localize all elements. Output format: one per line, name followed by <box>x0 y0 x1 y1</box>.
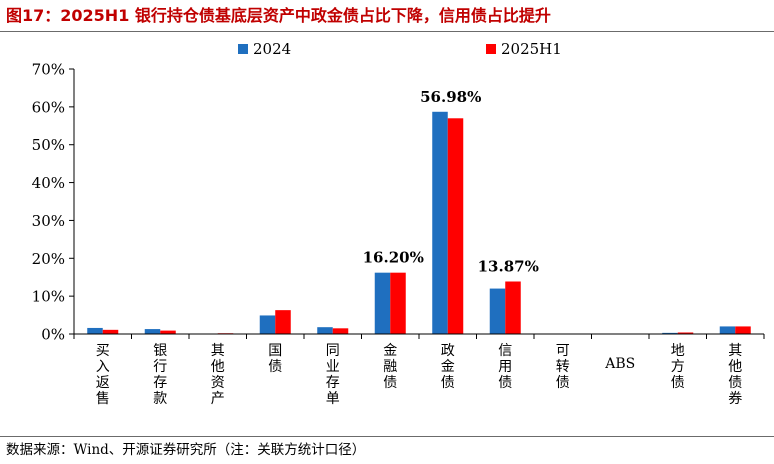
y-tick-label: 50% <box>32 136 65 154</box>
legend-swatch <box>486 44 496 54</box>
bar-2025h1 <box>102 329 119 334</box>
x-tick-label: ABS <box>604 356 635 372</box>
bar-2025h1 <box>677 332 694 334</box>
bar-2024 <box>374 272 391 334</box>
bar-2024 <box>144 329 161 334</box>
bar-2025h1 <box>735 326 751 334</box>
figure-title: 图17：2025H1 银行持仓债基底层资产中政金债占比下降，信用债占比提升 <box>6 6 551 25</box>
x-tick-label: 银行存款 <box>153 343 167 407</box>
bar-2024 <box>662 332 678 334</box>
legend: 2024 2025H1 <box>238 40 562 58</box>
y-tick-label: 60% <box>32 98 65 116</box>
source-note: 数据来源：Wind、开源证券研究所（注：关联方统计口径） <box>6 442 366 458</box>
x-tick-label: 买入返售 <box>96 343 110 407</box>
bar-2024 <box>259 315 276 334</box>
y-tick-label: 40% <box>32 174 65 192</box>
x-tick-label: 其他债券 <box>728 343 742 407</box>
x-tick-label: 政金债 <box>441 343 455 391</box>
y-tick-label: 0% <box>41 326 65 344</box>
bar-2025h1 <box>505 281 521 334</box>
x-tick-label: 其他资产 <box>211 343 225 407</box>
x-tick-label: 国债 <box>268 343 282 375</box>
bars <box>87 111 751 335</box>
data-label: 13.87% <box>478 257 539 275</box>
x-tick-label: 信用债 <box>498 343 512 391</box>
data-label: 56.98% <box>420 88 481 106</box>
legend-label: 2024 <box>253 40 291 58</box>
y-tick-label: 10% <box>32 288 65 306</box>
bar-2025h1 <box>447 118 464 334</box>
title-rule <box>0 31 774 32</box>
bar-2024 <box>432 111 448 335</box>
annotations: 16.20% 56.98% 13.87% <box>363 88 539 276</box>
y-axis: 0% 10% 20% 30% 40% 50% 60% 70% <box>32 61 75 344</box>
x-axis: 买入返售 银行存款 其他资产 国债 同业存单 金融债 政金债 信用债 可转债 ABS 地方债 其他债券 <box>73 333 765 407</box>
bar-2025h1 <box>390 272 406 334</box>
bar-2024 <box>317 327 333 334</box>
x-tick-label: 同业存单 <box>326 343 340 407</box>
x-tick-label: 可转债 <box>556 343 570 391</box>
x-tick-label: 金融债 <box>383 343 397 391</box>
bar-2025h1 <box>160 330 176 334</box>
legend-swatch <box>238 44 248 54</box>
source-rule <box>0 436 774 437</box>
x-tick-label: 地方债 <box>671 343 685 391</box>
y-tick-label: 20% <box>32 250 65 268</box>
legend-label: 2025H1 <box>501 40 562 58</box>
bar-2024 <box>719 326 736 334</box>
bar-2025h1 <box>275 310 291 334</box>
bar-2024 <box>489 288 506 334</box>
y-tick-label: 30% <box>32 212 65 230</box>
data-label: 16.20% <box>363 249 424 267</box>
bar-2024 <box>87 327 103 334</box>
bar-2025h1 <box>332 328 349 334</box>
y-tick-label: 70% <box>32 61 65 79</box>
